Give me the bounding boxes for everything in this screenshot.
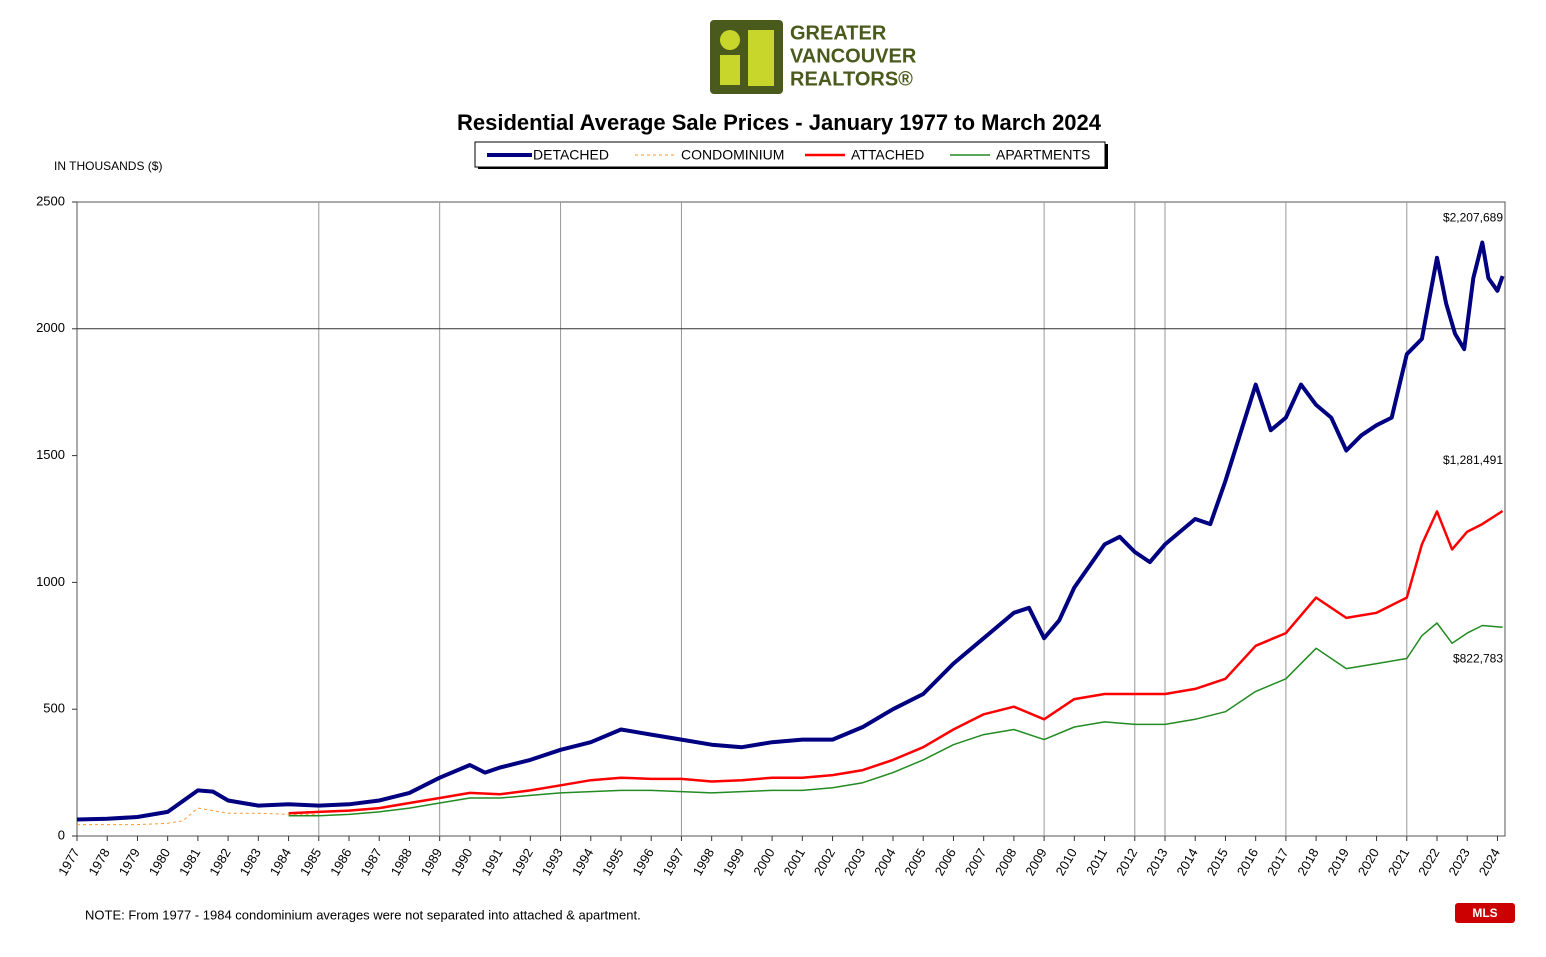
x-tick-label: 2022	[1415, 846, 1442, 879]
y-tick-label: 0	[58, 827, 65, 842]
x-tick-label: 2018	[1294, 846, 1321, 879]
y-axis-label: IN THOUSANDS ($)	[54, 159, 162, 173]
x-tick-label: 1996	[629, 846, 656, 879]
y-tick-label: 1000	[36, 574, 65, 589]
note: NOTE: From 1977 - 1984 condominium avera…	[85, 907, 641, 922]
x-tick-label: 1990	[448, 846, 475, 879]
x-tick-label: 2003	[841, 846, 868, 879]
x-tick-label: 1994	[569, 846, 596, 879]
mls-logo: MLS	[1455, 903, 1515, 923]
x-tick-label: 1977	[55, 846, 82, 879]
logo-text: VANCOUVER	[790, 45, 917, 67]
end-label: $822,783	[1453, 652, 1503, 666]
x-tick-label: 1985	[297, 846, 324, 879]
x-tick-label: 1997	[660, 846, 687, 879]
x-tick-label: 1981	[176, 846, 203, 879]
end-label: $2,207,689	[1443, 210, 1503, 224]
x-tick-label: 2013	[1143, 846, 1170, 879]
x-tick-label: 2006	[932, 846, 959, 879]
y-tick-label: 2000	[36, 320, 65, 335]
x-tick-label: 2015	[1204, 846, 1231, 879]
logo-text: GREATER	[790, 22, 887, 44]
x-tick-label: 1988	[388, 846, 415, 879]
y-tick-label: 500	[43, 701, 65, 716]
logo-shape	[748, 30, 774, 86]
legend-label: ATTACHED	[851, 147, 924, 163]
y-tick-label: 1500	[36, 447, 65, 462]
x-tick-label: 1999	[720, 846, 747, 879]
legend-label: DETACHED	[533, 147, 609, 163]
x-tick-label: 2010	[1052, 846, 1079, 879]
x-tick-label: 1987	[357, 846, 384, 879]
svg-text:MLS: MLS	[1472, 906, 1497, 920]
x-tick-label: 2021	[1385, 846, 1412, 879]
x-tick-label: 1982	[206, 846, 233, 879]
x-tick-label: 2004	[871, 846, 898, 879]
y-tick-label: 2500	[36, 193, 65, 208]
x-tick-label: 2009	[1022, 846, 1049, 879]
series-line	[288, 509, 1504, 815]
end-label: $1,281,491	[1443, 453, 1503, 467]
x-tick-label: 1993	[539, 846, 566, 879]
x-tick-label: 2017	[1264, 846, 1291, 879]
x-tick-label: 2000	[750, 846, 777, 879]
x-tick-label: 2019	[1324, 846, 1351, 879]
x-tick-label: 2011	[1083, 846, 1110, 878]
x-tick-label: 1995	[599, 846, 626, 879]
series-line	[77, 807, 319, 826]
x-tick-label: 1984	[267, 846, 294, 879]
legend	[474, 141, 1106, 168]
x-tick-label: 1980	[146, 846, 173, 879]
x-tick-label: 1989	[418, 846, 445, 879]
x-tick-label: 1992	[508, 846, 535, 879]
plot-area	[76, 201, 1506, 837]
x-tick-label: 1991	[478, 846, 505, 879]
x-tick-label: 2024	[1476, 846, 1503, 879]
legend-label: CONDOMINIUM	[681, 147, 784, 163]
logo-text: REALTORS®	[790, 68, 913, 90]
x-tick-label: 1986	[327, 846, 354, 879]
x-tick-label: 2002	[811, 846, 838, 879]
x-tick-label: 2014	[1173, 846, 1200, 879]
x-tick-label: 2016	[1234, 846, 1261, 879]
logo-shape	[720, 55, 740, 85]
x-tick-label: 1998	[690, 846, 717, 879]
x-tick-label: 2001	[780, 846, 807, 879]
x-tick-label: 2020	[1355, 846, 1382, 879]
x-tick-label: 2023	[1445, 846, 1472, 879]
x-tick-label: 2012	[1113, 846, 1140, 879]
logo-shape	[720, 30, 740, 50]
legend-label: APARTMENTS	[996, 147, 1090, 163]
x-tick-label: 1978	[85, 846, 112, 879]
x-tick-label: 2007	[962, 846, 989, 879]
x-tick-label: 2008	[992, 846, 1019, 879]
series-line	[76, 240, 1505, 822]
x-tick-label: 2005	[901, 846, 928, 879]
x-tick-label: 1983	[236, 846, 263, 879]
chart-title: Residential Average Sale Prices - Januar…	[457, 110, 1102, 135]
series-line	[288, 622, 1503, 817]
x-tick-label: 1979	[116, 846, 143, 879]
